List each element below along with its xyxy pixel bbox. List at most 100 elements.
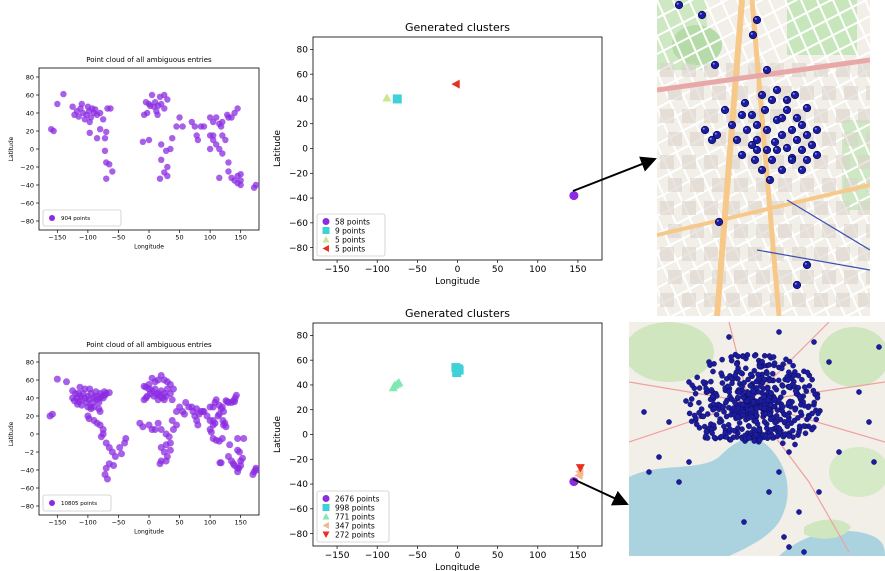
y-tick-label: 60 (297, 356, 309, 366)
legend-marker (322, 218, 330, 225)
y-tick-label: 40 (26, 394, 34, 402)
location-marker (720, 105, 730, 115)
location-marker-highlight (789, 157, 792, 160)
location-marker (711, 406, 718, 412)
location-marker-highlight (764, 147, 767, 150)
data-point (169, 135, 176, 142)
building-block (800, 178, 814, 192)
location-marker (775, 377, 782, 384)
building-block (836, 155, 850, 169)
location-marker (766, 377, 773, 384)
location-marker (777, 113, 787, 123)
y-tick-label: 80 (297, 332, 309, 342)
location-marker (738, 369, 744, 376)
y-tick-label: −40 (20, 181, 34, 189)
data-point (217, 123, 225, 130)
building-block (800, 86, 814, 100)
location-marker (753, 412, 760, 419)
legend-label: 5 points (335, 245, 365, 254)
data-point (54, 100, 61, 108)
location-marker (809, 410, 815, 417)
location-marker (724, 383, 731, 390)
location-marker (762, 125, 772, 135)
location-marker (764, 385, 771, 392)
data-point (214, 412, 222, 420)
location-marker-highlight (759, 167, 762, 170)
data-point (453, 364, 463, 374)
location-marker (698, 406, 705, 412)
location-marker-highlight (814, 127, 817, 130)
legend-marker (322, 245, 329, 252)
major-road (657, 183, 870, 237)
x-tick-label: 50 (175, 234, 183, 242)
data-point (118, 450, 125, 458)
location-marker (777, 165, 787, 175)
location-marker (764, 370, 770, 377)
building-blocks (660, 63, 870, 307)
major-road (749, 0, 782, 316)
location-marker (781, 419, 788, 425)
location-marker (656, 454, 662, 460)
location-marker (782, 143, 792, 153)
location-marker-highlight (789, 127, 792, 130)
data-point (92, 388, 100, 396)
y-tick-label: 20 (26, 127, 34, 135)
legend-label: 9 points (335, 227, 365, 236)
building-block (668, 178, 682, 192)
data-point (206, 145, 214, 153)
location-marker (810, 387, 817, 394)
data-point (216, 174, 223, 181)
x-tick-label: 0 (147, 519, 151, 527)
location-marker (732, 135, 742, 145)
data-point (69, 103, 76, 110)
building-block (682, 155, 696, 169)
location-marker (750, 388, 757, 394)
y-tick-label: 0 (30, 430, 34, 438)
location-marker (713, 411, 720, 418)
building-block (660, 201, 674, 215)
plot-area (38, 352, 260, 516)
location-marker (737, 150, 747, 160)
location-marker (683, 398, 689, 404)
building-block (836, 247, 850, 261)
data-point (166, 381, 174, 388)
data-point (63, 378, 70, 386)
major-road (657, 57, 870, 93)
location-marker-highlight (739, 152, 742, 155)
data-point (84, 403, 92, 411)
location-marker-highlight (762, 107, 765, 110)
data-point (209, 118, 217, 126)
location-marker (755, 375, 762, 382)
location-marker (814, 394, 821, 401)
location-marker (700, 413, 707, 420)
building-block (660, 293, 674, 307)
legend-marker (322, 236, 330, 243)
location-marker (836, 449, 842, 455)
building-block (814, 201, 828, 215)
building-block (682, 109, 696, 123)
data-point (219, 417, 227, 424)
chart-generated-clusters-bottom: Generated clusters −150 −100 −50 0 50 100 150 −8… (273, 307, 603, 571)
location-marker (799, 376, 805, 383)
data-point (97, 433, 105, 441)
location-marker (718, 370, 724, 377)
location-marker (686, 379, 692, 385)
location-marker (714, 217, 724, 227)
location-marker-highlight (767, 177, 770, 180)
y-tick-label: −40 (289, 194, 308, 204)
y-tick-label: −60 (289, 219, 308, 229)
street (657, 0, 799, 73)
location-marker (776, 425, 782, 432)
location-marker (676, 479, 682, 485)
location-marker (766, 353, 773, 359)
data-point (122, 435, 130, 442)
x-tick-label: −50 (408, 265, 427, 275)
y-tick-label: −40 (289, 480, 308, 490)
location-marker (723, 413, 730, 420)
location-marker (719, 356, 725, 363)
location-marker (706, 359, 712, 365)
data-point (234, 435, 242, 442)
x-tick-label: 0 (455, 265, 461, 275)
data-point (569, 191, 579, 201)
data-point (234, 172, 241, 180)
